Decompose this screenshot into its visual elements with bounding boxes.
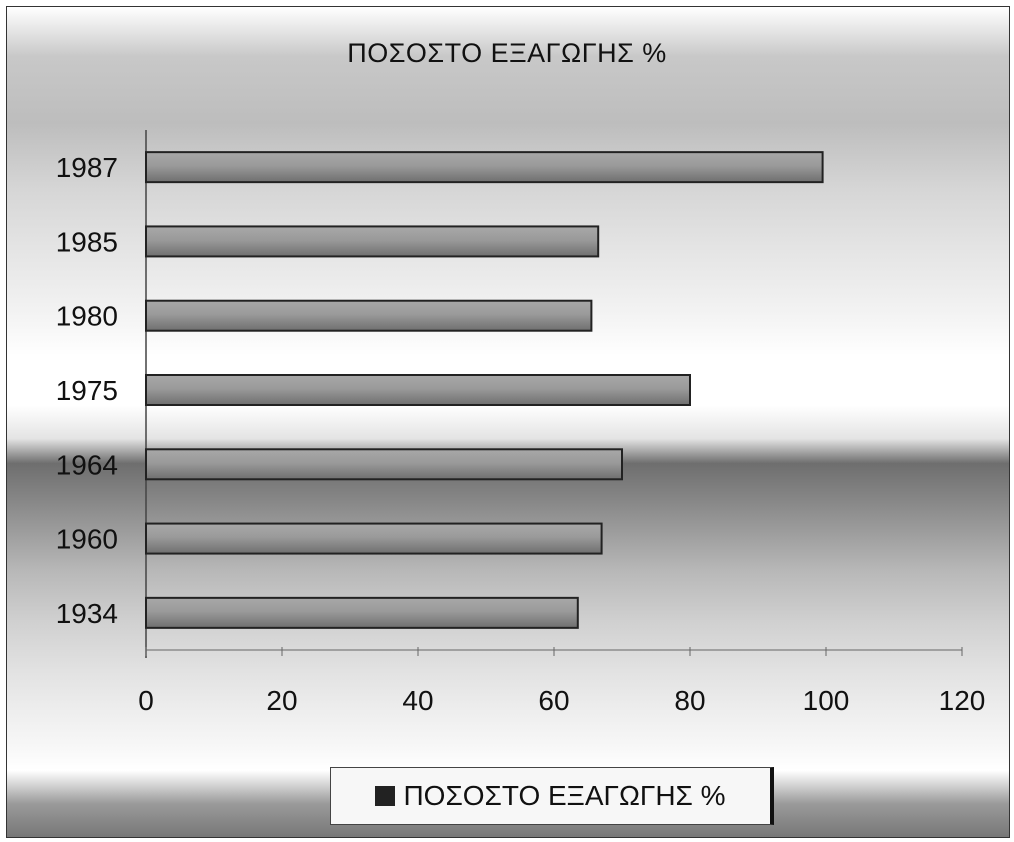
bar-1960 xyxy=(145,522,603,555)
bar-1975 xyxy=(145,374,691,406)
bar-1964 xyxy=(145,448,623,481)
legend-label: ΠΟΣΟΣΤΟ ΕΞΑΓΩΓΗΣ % xyxy=(403,780,726,811)
y-tick-label: 1964 xyxy=(56,449,118,480)
bar-1985 xyxy=(145,225,600,258)
x-tick-label: 40 xyxy=(402,685,433,716)
x-tick-label: 20 xyxy=(266,685,297,716)
chart-frame xyxy=(6,6,1010,838)
x-tick-label: 100 xyxy=(803,685,850,716)
y-tick-label: 1980 xyxy=(56,301,118,332)
y-tick-label: 1960 xyxy=(56,524,118,555)
y-tick-label: 1975 xyxy=(56,375,118,406)
x-tick-label: 0 xyxy=(138,685,154,716)
x-tick-label: 80 xyxy=(674,685,705,716)
y-tick-label: 1987 xyxy=(56,152,118,183)
x-tick-label: 60 xyxy=(538,685,569,716)
y-tick-label: 1985 xyxy=(56,226,118,257)
bar-1934 xyxy=(145,596,579,629)
chart-title: ΠΟΣΟΣΤΟ ΕΞΑΓΩΓΗΣ % xyxy=(347,38,667,68)
x-tick-label: 120 xyxy=(939,685,986,716)
bar-1980 xyxy=(145,299,593,332)
y-tick-label: 1934 xyxy=(56,598,118,629)
legend: ΠΟΣΟΣΤΟ ΕΞΑΓΩΓΗΣ % xyxy=(330,767,774,825)
bar-1987 xyxy=(145,151,824,184)
legend-swatch xyxy=(375,786,396,806)
